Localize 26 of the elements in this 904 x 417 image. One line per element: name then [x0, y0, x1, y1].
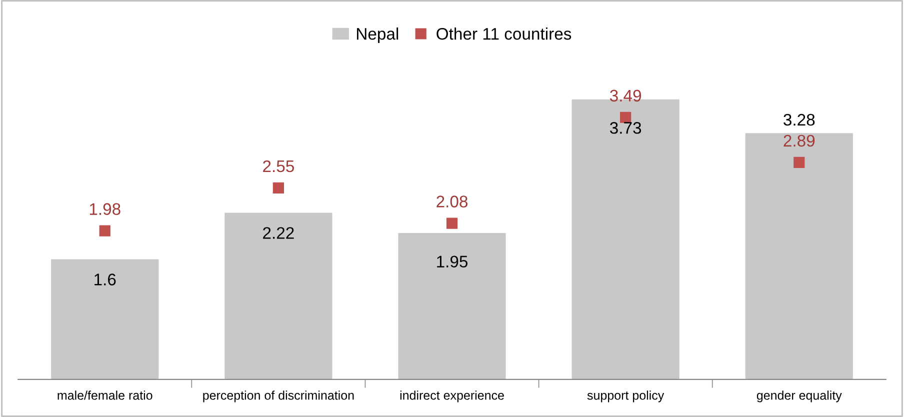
bar	[745, 133, 853, 380]
data-label: 2.22	[263, 227, 294, 239]
x-tick-label: support policy	[587, 390, 664, 402]
point	[99, 225, 110, 236]
bar	[224, 212, 332, 380]
data-label: 3.73	[610, 122, 642, 134]
point	[446, 218, 458, 229]
data-label: 3.49	[610, 90, 641, 102]
point	[272, 182, 284, 194]
bar	[398, 233, 506, 380]
bar	[51, 259, 159, 380]
data-label: 1.95	[437, 256, 468, 268]
x-tick-label: gender equality	[756, 390, 842, 402]
x-tick-label: male/female ratio	[58, 390, 152, 400]
data-label: 2.08	[436, 196, 468, 208]
data-label: 2.55	[263, 160, 294, 172]
x-tick-label: perception of discrimination	[203, 390, 354, 402]
point	[620, 112, 632, 123]
data-label: 2.89	[784, 134, 815, 147]
point	[794, 156, 805, 168]
data-label: 3.28	[784, 114, 815, 126]
legend-label: Other 11 countires	[436, 28, 572, 40]
x-tick-label: indirect experience	[400, 390, 504, 402]
data-label: 1.6	[94, 274, 116, 286]
data-label: 1.98	[90, 203, 120, 215]
legend-label: Nepal	[356, 28, 398, 44]
